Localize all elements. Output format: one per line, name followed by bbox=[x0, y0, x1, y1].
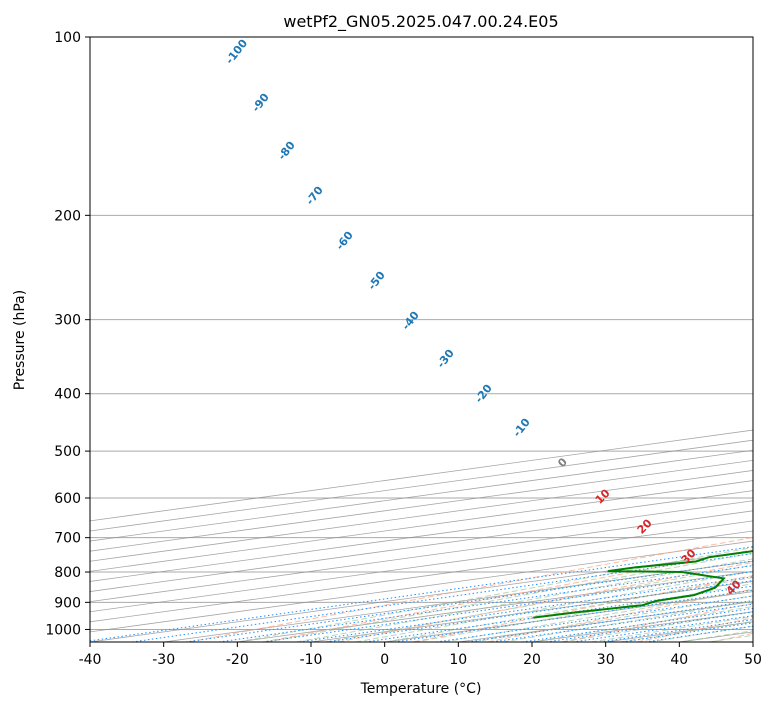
dry-adiabat-line bbox=[188, 536, 753, 642]
moist-adiabat-line bbox=[384, 576, 753, 642]
chart-title: wetPf2_GN05.2025.047.00.24.E05 bbox=[283, 12, 558, 32]
mixing-ratio-line bbox=[90, 546, 753, 642]
x-tick-label: -20 bbox=[226, 652, 249, 668]
x-tick-label: -10 bbox=[300, 652, 323, 668]
x-axis-label: Temperature (°C) bbox=[360, 681, 482, 697]
y-tick-label: 600 bbox=[54, 491, 81, 507]
y-tick-label: 400 bbox=[54, 387, 81, 403]
axes: -40 -30 -20 -10 0 10 20 30 40 50 100 200 300 400 500 60… bbox=[45, 30, 762, 668]
x-tick-label: 20 bbox=[523, 652, 541, 668]
mixing-ratio-line bbox=[436, 595, 753, 642]
y-tick-label: 1000 bbox=[45, 622, 81, 638]
x-tick-label: 50 bbox=[744, 652, 762, 668]
y-tick-label: 100 bbox=[54, 30, 81, 46]
dry-adiabat-line bbox=[338, 561, 753, 642]
isotherm-line bbox=[90, 470, 753, 562]
mixing-ratio-line bbox=[131, 553, 753, 642]
y-tick-label: 200 bbox=[54, 208, 81, 224]
isotherm-line bbox=[90, 490, 753, 582]
profile-series bbox=[533, 550, 753, 619]
y-tick-label: 900 bbox=[54, 595, 81, 611]
x-tick-label: 0 bbox=[380, 652, 389, 668]
isotherm-line bbox=[90, 520, 753, 613]
y-tick-label: 800 bbox=[54, 565, 81, 581]
isotherm-line bbox=[90, 459, 753, 552]
y-tick-label: 700 bbox=[54, 531, 81, 547]
y-axis-label: Pressure (hPa) bbox=[12, 290, 28, 390]
x-tick-label: 40 bbox=[670, 652, 688, 668]
dewpoint-line bbox=[533, 550, 753, 619]
moist-adiabat-line bbox=[473, 595, 753, 642]
isotherm-line bbox=[90, 480, 753, 572]
moist-adiabat-line bbox=[296, 558, 753, 642]
isotherm-line bbox=[90, 500, 753, 592]
isotherm-line bbox=[90, 540, 753, 633]
background-lines bbox=[90, 37, 753, 642]
y-tick-label: 500 bbox=[54, 444, 81, 460]
moist-adiabat-line bbox=[325, 564, 753, 642]
moist-adiabat-line bbox=[443, 589, 753, 642]
x-tick-label: -40 bbox=[79, 652, 102, 668]
mixing-ratio-line bbox=[365, 585, 753, 642]
isotherm-line bbox=[90, 510, 753, 603]
isotherm-line bbox=[90, 530, 753, 623]
moist-adiabat-line bbox=[266, 552, 753, 642]
x-tick-label: 30 bbox=[597, 652, 615, 668]
y-tick-label: 300 bbox=[54, 313, 81, 329]
x-tick-label: -30 bbox=[152, 652, 175, 668]
mixing-ratio-line bbox=[394, 589, 753, 642]
plot-frame bbox=[89, 36, 754, 643]
x-tick-label: 10 bbox=[449, 652, 467, 668]
